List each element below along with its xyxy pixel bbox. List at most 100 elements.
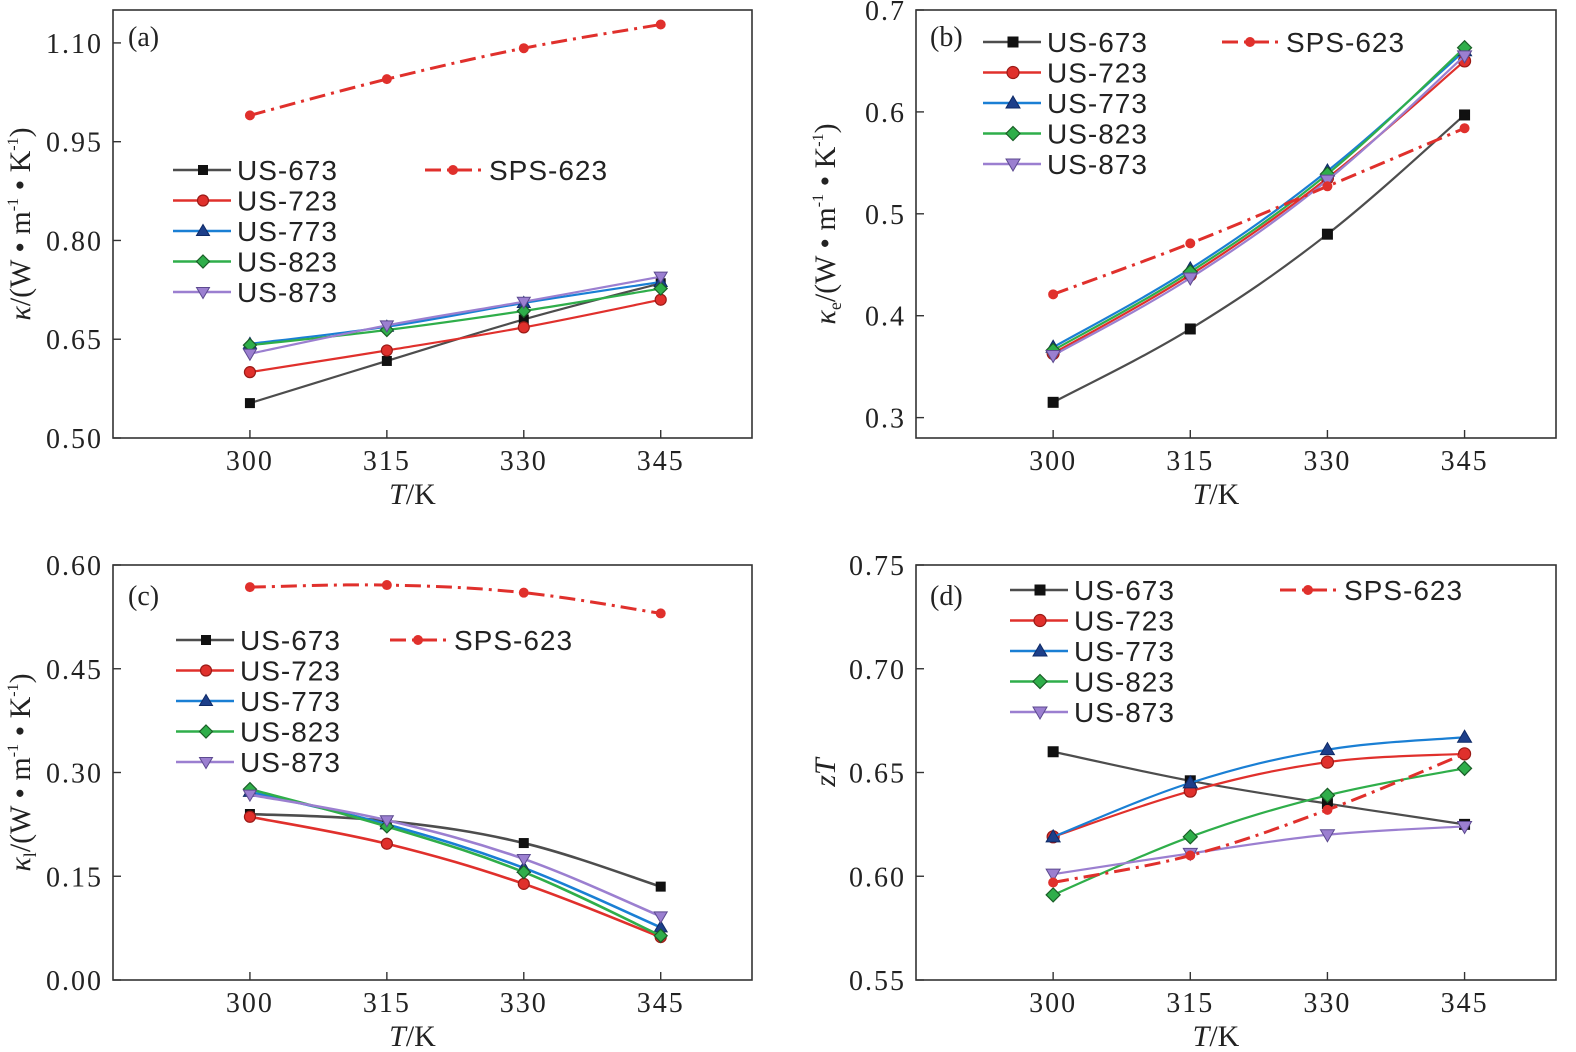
data-point-us-823 bbox=[653, 281, 669, 296]
data-point-us-723 bbox=[1320, 755, 1335, 769]
legend-marker bbox=[1005, 95, 1021, 109]
data-point-sps-623 bbox=[655, 19, 666, 30]
data-point-us-723 bbox=[380, 344, 393, 357]
data-point-us-873 bbox=[653, 271, 669, 285]
x-tick-label: 300 bbox=[1029, 988, 1077, 1019]
legend-marker bbox=[198, 757, 214, 770]
y-tick-label: 0.70 bbox=[849, 655, 906, 686]
legend-entry-us-873: US-873 bbox=[240, 747, 341, 778]
y-tick-label: 0.3 bbox=[865, 404, 906, 435]
legend-entry-us-873: US-873 bbox=[237, 277, 338, 308]
panel-label: (b) bbox=[930, 22, 963, 53]
series-line-us-773 bbox=[249, 280, 661, 345]
series-line-us-723 bbox=[249, 298, 661, 374]
legend-marker bbox=[1005, 125, 1021, 142]
data-point-us-873 bbox=[1182, 272, 1199, 287]
legend-marker bbox=[1032, 643, 1048, 657]
legend-entry-us-773: US-773 bbox=[240, 686, 341, 717]
legend-entry-us-823: US-823 bbox=[240, 717, 341, 748]
data-point-us-823 bbox=[1182, 828, 1199, 845]
data-point-sps-623 bbox=[244, 582, 255, 593]
data-point-us-873 bbox=[653, 911, 669, 924]
series-line-us-773 bbox=[1052, 736, 1465, 838]
legend-marker bbox=[195, 254, 211, 269]
legend-marker bbox=[201, 635, 211, 645]
data-point-sps-623 bbox=[1185, 850, 1196, 861]
data-point-us-823 bbox=[1045, 887, 1061, 903]
data-point-sps-623 bbox=[1459, 123, 1470, 134]
y-tick-label: 0.00 bbox=[46, 966, 103, 997]
chart-panel-0: 300 315 330 345 0.50 0.65 0.80 0.95 1.10 T/K κ/(W … bbox=[4, 9, 753, 511]
x-axis-label: T/K bbox=[389, 1020, 436, 1052]
plot-frame bbox=[915, 564, 1557, 981]
series-line-us-873 bbox=[1052, 825, 1465, 876]
y-tick-label: 0.60 bbox=[849, 862, 906, 893]
x-tick-label: 315 bbox=[1166, 446, 1214, 477]
x-tick-label: 315 bbox=[1166, 988, 1214, 1019]
data-point-us-673 bbox=[1459, 109, 1471, 121]
y-tick-label: 0.65 bbox=[849, 759, 906, 790]
chart-panel-2: 300 315 330 345 0.00 0.15 0.30 0.45 0.60 T/K κl/(W… bbox=[4, 551, 753, 1052]
legend-marker bbox=[196, 194, 210, 207]
data-point-us-823 bbox=[516, 864, 532, 880]
data-point-us-873 bbox=[1456, 820, 1473, 835]
x-tick-label: 330 bbox=[500, 988, 548, 1019]
y-tick-label: 0.60 bbox=[46, 551, 103, 582]
data-point-us-873 bbox=[516, 853, 532, 867]
legend-marker bbox=[1245, 37, 1255, 47]
data-point-sps-623 bbox=[1322, 804, 1333, 815]
legend-entry-sps-623: SPS-623 bbox=[1286, 27, 1405, 58]
plot-frame bbox=[915, 9, 1557, 439]
y-tick-label: 0.45 bbox=[46, 655, 103, 686]
x-axis-label: T/K bbox=[1193, 478, 1240, 511]
y-tick-label: 0.6 bbox=[865, 98, 906, 129]
data-point-us-873 bbox=[379, 815, 395, 828]
data-point-us-673 bbox=[381, 355, 392, 366]
legend-marker bbox=[1007, 36, 1019, 48]
legend-entry-us-673: US-673 bbox=[1074, 575, 1175, 606]
data-point-sps-623 bbox=[381, 74, 392, 85]
data-point-sps-623 bbox=[381, 580, 392, 591]
y-tick-label: 0.30 bbox=[46, 759, 103, 790]
data-point-us-723 bbox=[243, 810, 257, 823]
data-point-us-823 bbox=[653, 928, 669, 944]
legend-entry-us-823: US-823 bbox=[1047, 119, 1148, 150]
legend-entry-us-723: US-723 bbox=[1074, 606, 1175, 637]
data-point-sps-623 bbox=[518, 43, 529, 54]
series-line-us-673 bbox=[249, 812, 662, 888]
data-point-us-723 bbox=[517, 321, 530, 334]
series-line-sps-623 bbox=[249, 583, 661, 615]
data-point-us-723 bbox=[243, 366, 257, 379]
series-line-us-873 bbox=[1052, 55, 1466, 357]
legend-marker bbox=[1034, 584, 1046, 596]
data-point-us-673 bbox=[1321, 228, 1333, 240]
data-point-us-873 bbox=[1456, 50, 1473, 64]
x-tick-label: 300 bbox=[226, 988, 274, 1019]
data-point-sps-623 bbox=[518, 587, 529, 598]
legend-entry-us-823: US-823 bbox=[1074, 667, 1175, 698]
x-tick-label: 315 bbox=[363, 988, 411, 1019]
y-tick-label: 0.7 bbox=[865, 0, 906, 27]
y-tick-label: 0.95 bbox=[46, 128, 103, 159]
series-line-us-673 bbox=[1052, 750, 1465, 826]
legend-entry-us-773: US-773 bbox=[1047, 88, 1148, 119]
legend-marker bbox=[195, 223, 211, 236]
y-axis-label: κl/(W • m-1 • K-1) bbox=[4, 673, 40, 871]
series-line-us-723 bbox=[249, 815, 662, 939]
legend-entry-us-873: US-873 bbox=[1074, 697, 1175, 728]
legend-entry-us-773: US-773 bbox=[237, 216, 338, 247]
series-line-us-723 bbox=[1052, 752, 1465, 838]
x-tick-label: 345 bbox=[637, 988, 685, 1019]
legend-entry-us-723: US-723 bbox=[1047, 58, 1148, 89]
y-axis-label: κe/(W • m-1 • K-1) bbox=[809, 123, 845, 324]
series-line-us-823 bbox=[249, 287, 661, 347]
legend-marker bbox=[1005, 158, 1021, 172]
data-point-sps-623 bbox=[1185, 238, 1196, 249]
panel-label: (a) bbox=[128, 22, 159, 53]
x-tick-label: 345 bbox=[1441, 446, 1489, 477]
data-point-us-773 bbox=[1319, 741, 1336, 756]
data-point-us-723 bbox=[517, 877, 530, 890]
chart-panel-1: 300 315 330 345 0.3 0.4 0.5 0.6 0.7 T/K κe/(W • m-… bbox=[809, 0, 1557, 511]
